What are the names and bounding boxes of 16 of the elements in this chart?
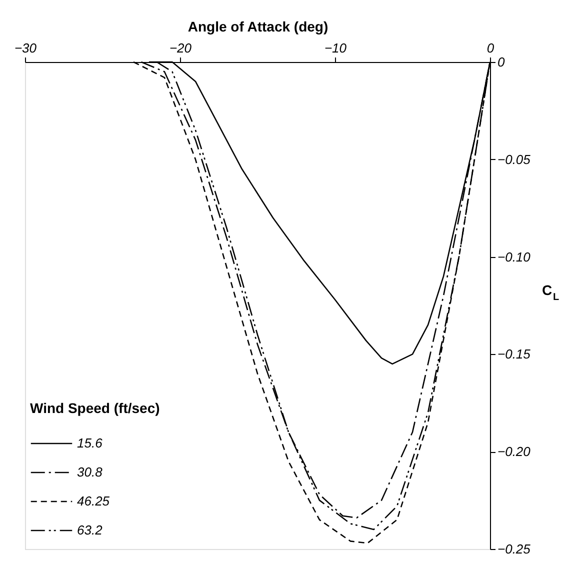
- y-tick-label: −0.25: [498, 542, 532, 556]
- y-tick-label: −0.15: [498, 346, 532, 362]
- x-tick-label: −20: [169, 40, 192, 56]
- y-tick-label: −0.20: [498, 444, 532, 460]
- x-tick-label: 0: [486, 40, 495, 56]
- legend-label: 46.25: [77, 494, 110, 508]
- legend-label: 30.8: [77, 464, 104, 480]
- legend-label: 63.2: [77, 522, 104, 538]
- legend-label: 15.6: [77, 436, 104, 450]
- legend-title: Wind Speed (ft/sec): [30, 400, 160, 416]
- y-tick-label: −0.05: [498, 152, 532, 167]
- x-axis-title: Angle of Attack (deg): [188, 18, 328, 34]
- y-tick-label: 0: [498, 54, 506, 70]
- x-tick-label: −30: [14, 40, 38, 56]
- x-tick-label: −10: [324, 40, 348, 56]
- y-tick-label: −0.10: [498, 249, 532, 264]
